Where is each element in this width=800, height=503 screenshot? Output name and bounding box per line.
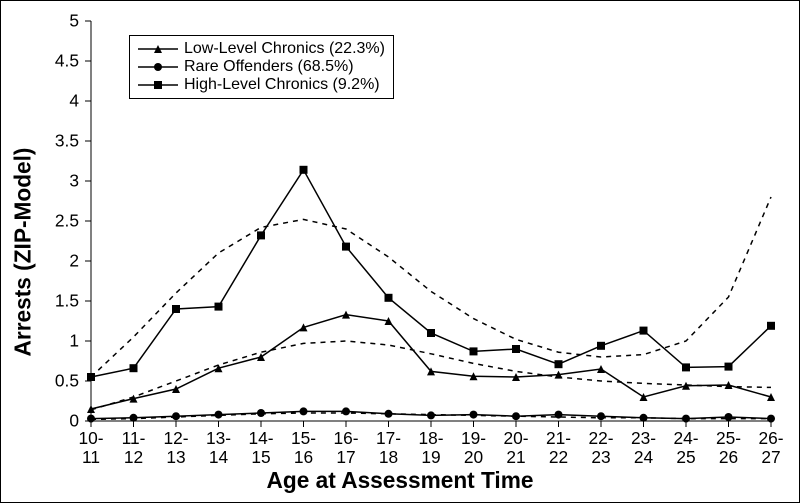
y-tick-label: 1 (69, 331, 79, 352)
x-tick-label: 11- 12 (122, 429, 146, 467)
x-tick-label: 20- 21 (503, 429, 528, 467)
x-tick-label: 23- 24 (631, 429, 656, 467)
x-tick-label: 16- 17 (333, 429, 358, 467)
y-tick-label: 5 (69, 11, 79, 32)
legend-item: Rare Offenders (68.5%) (138, 58, 385, 76)
x-tick-label: 19- 20 (461, 429, 486, 467)
y-tick-label: 3 (69, 171, 79, 192)
series (87, 166, 775, 381)
legend: Low-Level Chronics (22.3%)Rare Offenders… (129, 35, 394, 99)
x-tick-label: 24- 25 (673, 429, 698, 467)
x-tick-label: 25- 26 (716, 429, 741, 467)
x-tick-label: 26- 27 (758, 429, 783, 467)
series (87, 311, 775, 413)
y-tick-label: 4 (69, 91, 79, 112)
legend-item: Low-Level Chronics (22.3%) (138, 40, 385, 58)
y-tick-label: 2.5 (55, 211, 79, 232)
x-tick-label: 13- 14 (206, 429, 231, 467)
x-tick-label: 10- 11 (78, 429, 103, 467)
legend-swatch (138, 78, 178, 92)
y-tick-label: 1.5 (55, 291, 79, 312)
x-tick-label: 15- 16 (291, 429, 316, 467)
legend-swatch (138, 60, 178, 74)
x-axis-title: Age at Assessment Time (267, 467, 534, 494)
x-tick-label: 14- 15 (248, 429, 273, 467)
x-tick-label: 21- 22 (546, 429, 571, 467)
y-axis-title: Arrests (ZIP-Model) (10, 147, 37, 356)
legend-label: Rare Offenders (68.5%) (184, 58, 354, 76)
fitted-curve (91, 197, 771, 377)
chart-container: Arrests (ZIP-Model) Age at Assessment Ti… (0, 0, 800, 503)
x-tick-label: 22- 23 (588, 429, 613, 467)
series (87, 407, 775, 422)
legend-swatch (138, 42, 178, 56)
legend-item: High-Level Chronics (9.2%) (138, 76, 385, 94)
x-tick-label: 12- 13 (163, 429, 188, 467)
x-tick-label: 18- 19 (418, 429, 443, 467)
y-tick-label: 4.5 (55, 51, 79, 72)
y-tick-label: 3.5 (55, 131, 79, 152)
y-tick-label: 2 (69, 251, 79, 272)
y-tick-label: 0.5 (55, 371, 79, 392)
legend-label: Low-Level Chronics (22.3%) (184, 40, 385, 58)
legend-label: High-Level Chronics (9.2%) (184, 76, 380, 94)
x-tick-label: 17- 18 (376, 429, 401, 467)
